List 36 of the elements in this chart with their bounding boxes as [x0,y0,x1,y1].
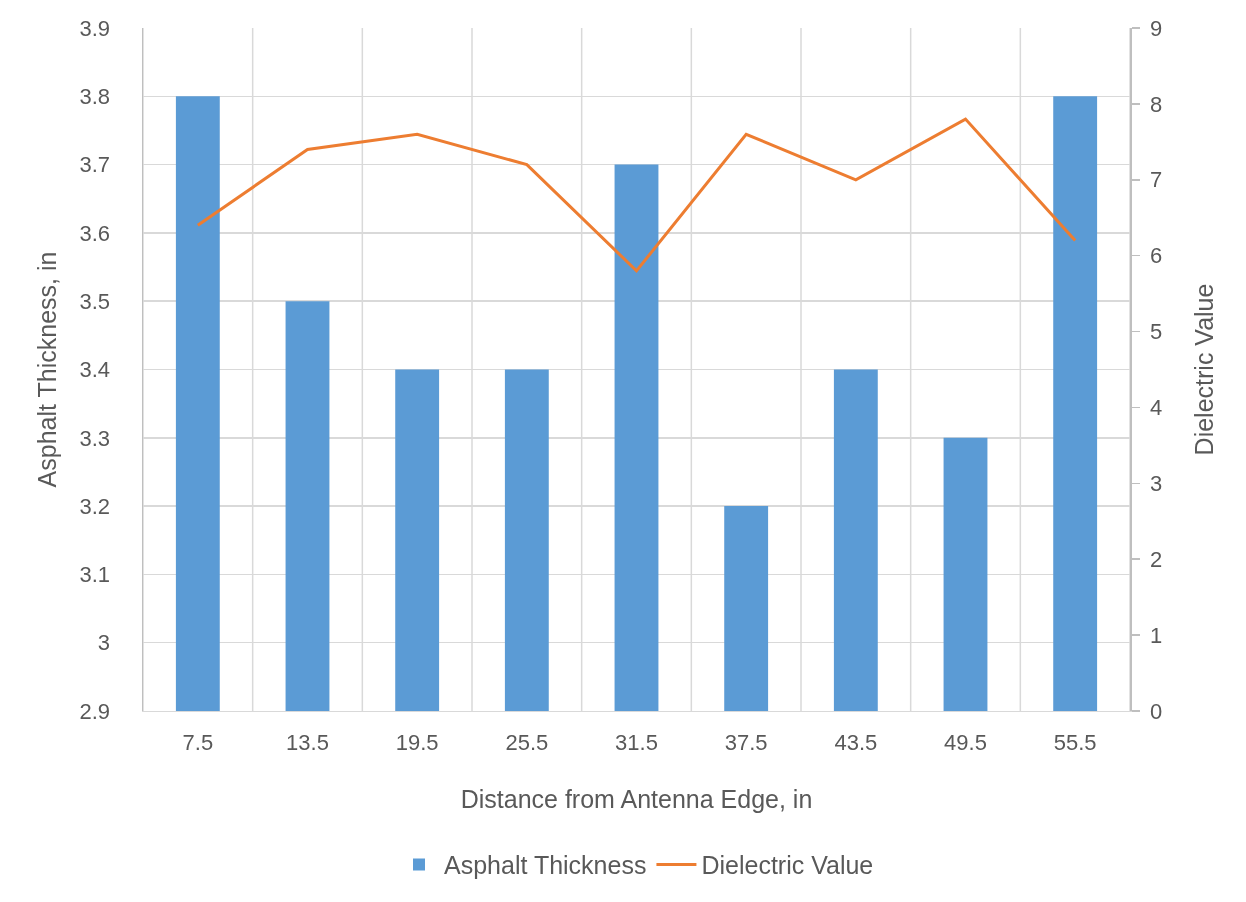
x-tick-label: 7.5 [182,730,214,756]
y2-tick-label: 1 [1149,622,1163,648]
y-tick-label: 2.9 [79,698,111,724]
x-tick-label: 19.5 [395,730,439,756]
x-tick-label: 31.5 [615,730,658,756]
y-tick-label: 3.4 [79,357,111,383]
y-tick-label: 3.9 [79,15,111,41]
x-tick-label: 55.5 [1053,730,1097,756]
y-tick-label: 3.6 [79,220,111,246]
y-tick-label: 3.1 [79,562,111,588]
y-tick-label: 3.2 [79,493,111,519]
x-tick-label: 25.5 [505,730,549,756]
x-axis-title: Distance from Antenna Edge, in [460,785,813,814]
legend-label: Dielectric Value [701,851,874,880]
y2-tick-label: 7 [1149,167,1163,193]
y-axis-title: Asphalt Thickness, in [32,251,61,488]
y2-tick-label: 8 [1149,91,1163,117]
x-tick-label: 13.5 [286,730,329,756]
y-tick-label: 3.7 [79,152,111,178]
x-tick-label: 37.5 [724,730,768,756]
y-tick-label: 3.5 [79,288,111,314]
y2-tick-label: 3 [1149,471,1163,497]
y-tick-label: 3.8 [79,84,111,109]
y-tick-label: 3.3 [79,425,111,451]
y2-tick-label: 6 [1149,243,1163,269]
line-series [196,117,1077,273]
y2-tick-label: 5 [1149,319,1163,345]
x-tick-label: 49.5 [944,730,987,756]
y2-tick-label: 9 [1149,15,1163,41]
y-tick-label: 3 [97,630,111,656]
y2-tick-label: 2 [1149,546,1163,572]
x-tick-label: 43.5 [834,730,878,756]
y2-tick-label: 0 [1149,698,1163,724]
y2-tick-label: 4 [1149,395,1163,421]
legend-label: Asphalt Thickness [444,851,647,880]
y2-axis-title: Dielectric Value [1189,283,1218,456]
